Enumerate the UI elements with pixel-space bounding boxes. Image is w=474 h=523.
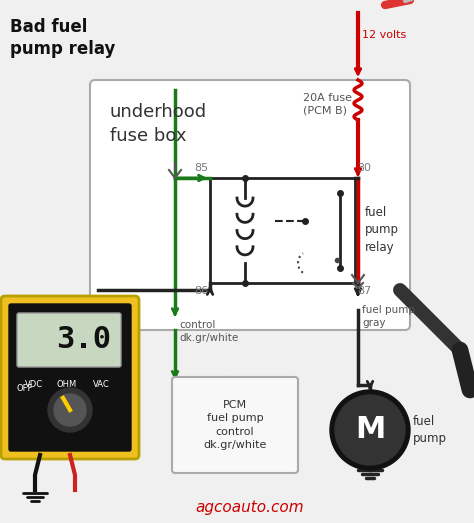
Text: 3.0: 3.0 bbox=[56, 325, 111, 355]
Text: fuel
pump
relay: fuel pump relay bbox=[365, 207, 399, 254]
Circle shape bbox=[54, 394, 86, 426]
Text: 30: 30 bbox=[357, 163, 371, 173]
Text: fuel
pump: fuel pump bbox=[413, 415, 447, 445]
FancyBboxPatch shape bbox=[9, 304, 131, 451]
Text: VDC: VDC bbox=[25, 380, 43, 389]
FancyBboxPatch shape bbox=[17, 313, 121, 367]
Bar bbox=[210, 178, 355, 283]
Text: 20A fuse
(PCM B): 20A fuse (PCM B) bbox=[303, 93, 352, 116]
Text: 85: 85 bbox=[194, 163, 208, 173]
Text: 86: 86 bbox=[194, 286, 208, 296]
Text: M: M bbox=[355, 415, 385, 445]
Text: OFF: OFF bbox=[17, 384, 33, 393]
Text: Bad fuel
pump relay: Bad fuel pump relay bbox=[10, 18, 115, 58]
Text: PCM
fuel pump
control
dk.gr/white: PCM fuel pump control dk.gr/white bbox=[203, 400, 267, 450]
Text: agcoauto.com: agcoauto.com bbox=[196, 500, 304, 515]
Text: control
dk.gr/white: control dk.gr/white bbox=[179, 320, 238, 343]
Circle shape bbox=[48, 388, 92, 432]
Text: 87: 87 bbox=[357, 286, 371, 296]
Circle shape bbox=[335, 395, 405, 465]
FancyBboxPatch shape bbox=[1, 296, 139, 459]
Text: fuel pump
gray: fuel pump gray bbox=[362, 305, 415, 328]
Circle shape bbox=[330, 390, 410, 470]
FancyBboxPatch shape bbox=[172, 377, 298, 473]
Text: underhood
fuse box: underhood fuse box bbox=[110, 103, 207, 144]
Text: OHM: OHM bbox=[57, 380, 77, 389]
Text: VAC: VAC bbox=[93, 380, 110, 389]
Text: 12 volts: 12 volts bbox=[362, 30, 406, 40]
FancyBboxPatch shape bbox=[90, 80, 410, 330]
